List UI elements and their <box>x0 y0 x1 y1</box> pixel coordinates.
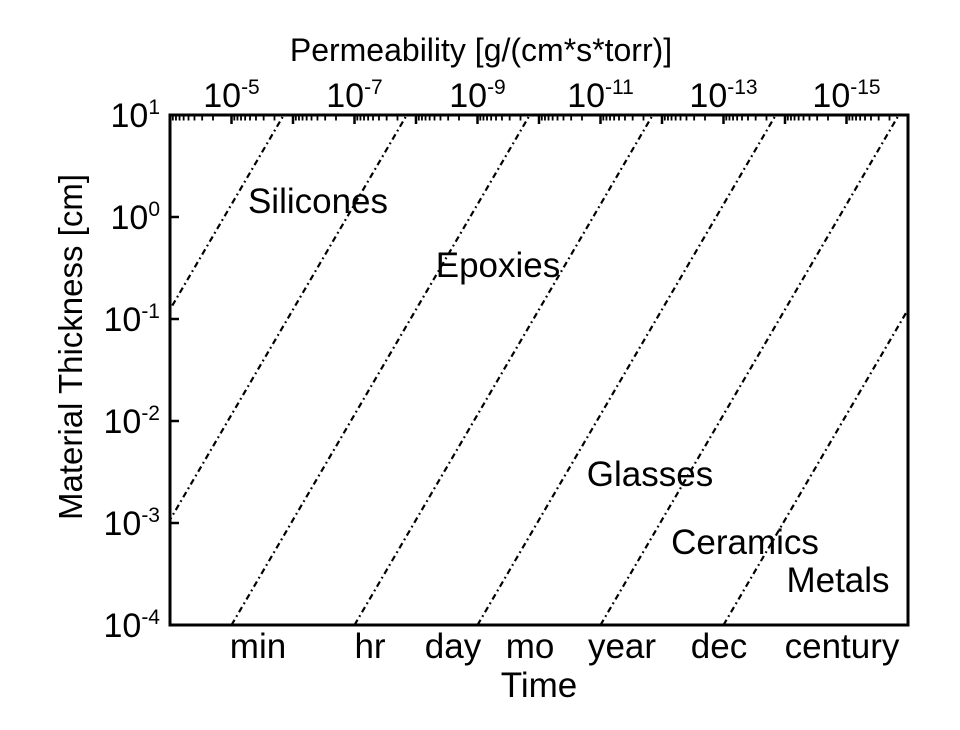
left-axis-tick-label-exponent: -1 <box>141 300 160 323</box>
left-axis-tick-label: 10-1 <box>103 300 160 339</box>
left-axis-tick-label: 100 <box>110 198 160 237</box>
iso-time-contour-line <box>170 115 408 523</box>
left-axis-tick-label-exponent: 1 <box>148 96 160 119</box>
time-axis-labels: min hr day mo year dec century <box>230 627 900 666</box>
top-axis-tick-label-exponent: -7 <box>364 76 383 99</box>
top-axis-tick-label-exponent: -15 <box>850 76 880 99</box>
top-axis-tick-label-exponent: -13 <box>727 76 757 99</box>
iso-time-contour-line <box>353 115 654 625</box>
iso-time-contour-line <box>170 115 285 312</box>
left-axis-tick-label: 10-3 <box>103 504 160 543</box>
iso-time-contour-line <box>722 307 908 625</box>
region-label-metals: Metals <box>786 561 889 600</box>
top-axis-tick-label-exponent: -9 <box>487 76 506 99</box>
left-axis-tick-label-exponent: -3 <box>141 504 160 527</box>
time-label-hr: hr <box>354 627 385 666</box>
top-axis-ticks <box>168 115 910 124</box>
iso-time-contour-line <box>230 115 531 625</box>
top-axis-tick-label-exponent: -11 <box>605 76 634 99</box>
top-axis-tick-label-exponent: -5 <box>241 76 260 99</box>
left-axis-tick-label-exponent: -2 <box>141 402 160 425</box>
region-label-ceramics: Ceramics <box>671 523 819 562</box>
iso-time-contour-line <box>599 115 900 625</box>
region-label-glasses: Glasses <box>587 455 713 494</box>
time-label-year: year <box>588 627 656 666</box>
time-label-day: day <box>425 627 482 666</box>
left-axis-tick-label: 101 <box>110 96 160 135</box>
top-axis-tick-label: 10-15 <box>812 76 880 115</box>
top-axis-title: Permeability [g/(cm*s*torr)] <box>290 32 672 68</box>
time-label-mo: mo <box>506 627 555 666</box>
left-axis-ticks <box>170 113 179 627</box>
top-axis-tick-label: 10-7 <box>326 76 383 115</box>
top-axis-tick-label: 10-13 <box>689 76 757 115</box>
time-label-century: century <box>785 627 900 666</box>
time-label-dec: dec <box>691 627 747 666</box>
time-label-min: min <box>230 627 286 666</box>
left-axis-tick-label: 10-2 <box>103 402 160 441</box>
top-axis-tick-label: 10-5 <box>203 76 260 115</box>
region-label-silicones: Silicones <box>248 182 388 221</box>
left-axis-title: Material Thickness [cm] <box>52 174 89 520</box>
bottom-axis-title: Time <box>501 666 577 705</box>
top-axis-tick-label: 10-11 <box>567 76 634 115</box>
contour-lines-group <box>170 115 908 625</box>
left-axis-tick-label-exponent: -4 <box>141 606 160 629</box>
iso-time-contour-line <box>476 115 777 625</box>
left-axis-tick-label: 10-4 <box>103 606 160 645</box>
region-label-epoxies: Epoxies <box>436 246 561 285</box>
top-axis-tick-labels: 10-5 10-7 10-9 10-11 10-13 10-15 <box>203 76 880 115</box>
top-axis-tick-label: 10-9 <box>449 76 506 115</box>
left-axis-tick-label-exponent: 0 <box>148 198 160 221</box>
